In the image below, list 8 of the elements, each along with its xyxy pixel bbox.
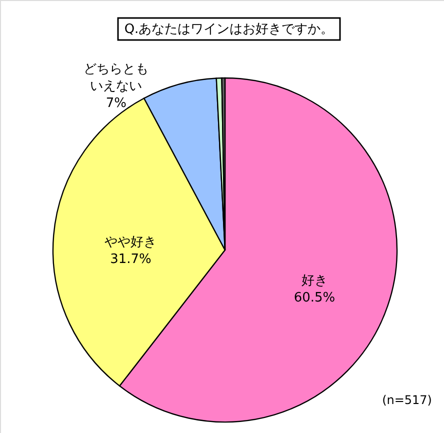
chart-title: Q.あなたはワインはお好きですか。	[124, 22, 334, 37]
data-label: 60.5%	[294, 290, 336, 306]
slice-label: どちらともいえない	[84, 62, 149, 94]
text: (n=517)	[382, 393, 432, 407]
slice-label: 好き	[302, 274, 328, 289]
data-label: 7%	[106, 96, 126, 111]
data-label: 31.7%	[110, 252, 152, 267]
slice-label: やや好き	[104, 234, 157, 250]
